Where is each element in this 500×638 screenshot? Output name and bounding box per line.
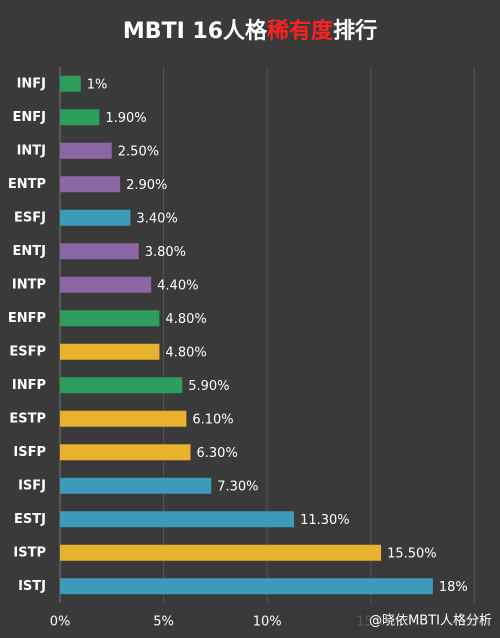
bar xyxy=(60,310,160,327)
value-label: 11.30% xyxy=(300,513,350,528)
value-label: 1% xyxy=(87,77,108,92)
value-label: 4.40% xyxy=(157,278,198,293)
bar xyxy=(60,276,152,293)
chart-title: MBTI 16人格稀有度排行 xyxy=(123,18,377,44)
title-part: 稀有度 xyxy=(267,18,334,44)
value-label: 6.30% xyxy=(197,446,238,461)
watermark-bg xyxy=(352,610,497,632)
bar xyxy=(60,477,212,494)
y-tick-label: ESFJ xyxy=(14,210,46,225)
value-label: 7.30% xyxy=(217,479,258,494)
bar xyxy=(60,176,121,193)
x-tick-label: 0% xyxy=(50,615,71,630)
y-tick-label: INTJ xyxy=(17,143,46,158)
title-part: 排行 xyxy=(333,18,377,44)
y-tick-label: ESTJ xyxy=(14,512,46,527)
bar xyxy=(60,410,187,427)
bar xyxy=(60,75,81,92)
value-label: 4.80% xyxy=(165,312,206,327)
value-label: 1.90% xyxy=(105,111,146,126)
title-part: MBTI 16人格 xyxy=(123,18,268,44)
bar xyxy=(60,377,183,394)
y-tick-label: ISFP xyxy=(13,445,46,460)
y-tick-label: ENTP xyxy=(8,177,46,192)
y-tick-label: ISTP xyxy=(13,545,46,560)
bar xyxy=(60,243,139,260)
y-tick-label: ENFJ xyxy=(13,110,46,125)
bar xyxy=(60,142,112,159)
y-tick-label: ESTP xyxy=(9,411,46,426)
bar xyxy=(60,209,131,226)
value-label: 2.50% xyxy=(118,144,159,159)
bar xyxy=(60,444,191,461)
bar xyxy=(60,578,433,595)
value-label: 3.80% xyxy=(145,245,186,260)
y-tick-label: ISTJ xyxy=(18,579,46,594)
y-tick-label: ENFP xyxy=(8,311,46,326)
bar xyxy=(60,511,295,528)
value-label: 6.10% xyxy=(192,412,233,427)
value-label: 4.80% xyxy=(165,345,206,360)
value-label: 15.50% xyxy=(387,546,437,561)
y-tick-label: ENTJ xyxy=(13,244,46,259)
x-tick-label: 10% xyxy=(253,615,282,630)
value-label: 18% xyxy=(439,580,468,595)
value-label: 5.90% xyxy=(188,379,229,394)
y-tick-label: INTP xyxy=(12,277,46,292)
y-tick-label: ISFJ xyxy=(18,478,46,493)
bar xyxy=(60,343,160,360)
y-tick-label: INFP xyxy=(12,378,46,393)
x-tick-label: 5% xyxy=(153,615,174,630)
y-tick-label: ESFP xyxy=(9,344,46,359)
value-label: 2.90% xyxy=(126,178,167,193)
bar xyxy=(60,109,100,126)
y-tick-label: INFJ xyxy=(17,76,46,91)
value-label: 3.40% xyxy=(136,211,177,226)
watermark: @晓依MBTI人格分析 xyxy=(369,613,492,629)
bar xyxy=(60,544,382,561)
